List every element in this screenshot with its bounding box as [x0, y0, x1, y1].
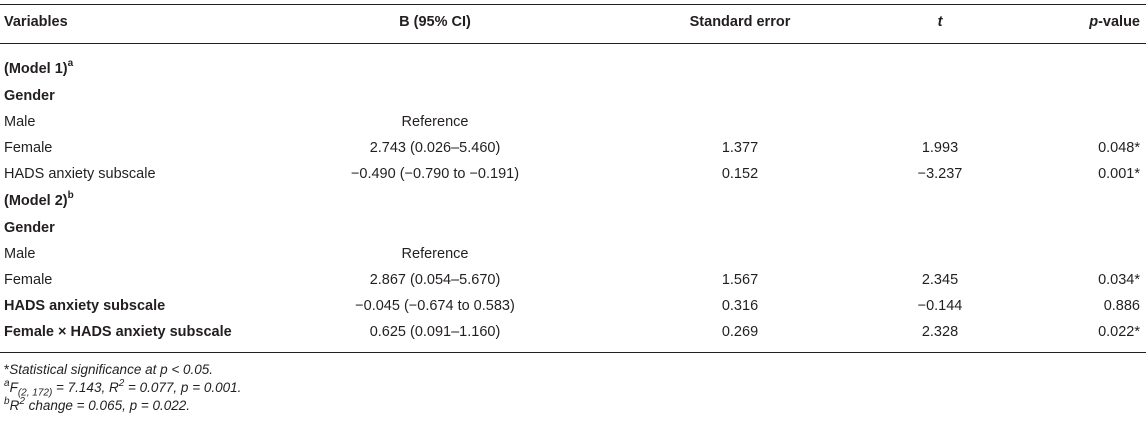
table-row: HADS anxiety subscale −0.490 (−0.790 to … [0, 161, 1146, 187]
row-p: 0.048* [1098, 140, 1140, 156]
model1-label-text: (Model 1) [4, 61, 68, 77]
header-row: Variables B (95% CI) Standard error t p-… [0, 9, 1146, 35]
model1-label-row: (Model 1)a [0, 56, 1146, 82]
row-variable: HADS anxiety subscale [4, 166, 156, 182]
row-t: 2.328 [921, 324, 959, 340]
row-b: −0.045 (−0.674 to 0.583) [355, 298, 515, 314]
table-row: HADS anxiety subscale −0.045 (−0.674 to … [0, 293, 1146, 319]
footnote-significance: *Statistical significance at p < 0.05. [4, 361, 213, 379]
header-standard-error: Standard error [689, 14, 791, 30]
row-se: 0.316 [721, 298, 759, 314]
row-variable: Male [4, 114, 36, 130]
footnote-star-text: Statistical significance at p < 0.05. [9, 362, 214, 377]
model2-gender-label: Gender [4, 220, 55, 236]
footnote-a-sub: (2, 172) [17, 387, 53, 399]
model2-label: (Model 2)b [4, 188, 74, 214]
row-p: 0.886 [1103, 298, 1140, 314]
footnote-model2: bR2 change = 0.065, p = 0.022. [4, 395, 191, 415]
row-b: Reference [401, 114, 469, 130]
header-b-ci: B (95% CI) [399, 14, 471, 30]
header-variables: Variables [4, 14, 68, 30]
header-t: t [937, 14, 943, 30]
model2-label-sup: b [67, 190, 74, 202]
row-b: 2.743 (0.026–5.460) [369, 140, 501, 156]
table-row: Male Reference [0, 109, 1146, 135]
footnote-b-post: change = 0.065, p = 0.022. [24, 398, 191, 413]
model2-gender-row: Gender [0, 215, 1146, 241]
table-row: Female 2.743 (0.026–5.460) 1.377 1.993 0… [0, 135, 1146, 161]
footnote-a-mark: a [4, 377, 10, 389]
row-b: −0.490 (−0.790 to −0.191) [350, 166, 520, 182]
bottom-rule [0, 352, 1146, 353]
row-t: −0.144 [917, 298, 963, 314]
row-t: 2.345 [921, 272, 959, 288]
row-t: −3.237 [917, 166, 963, 182]
footnote-star-mark: * [4, 362, 10, 377]
row-p: 0.034* [1098, 272, 1140, 288]
footnote-a-mid: = 7.143, R [52, 380, 119, 395]
model1-gender-row: Gender [0, 83, 1146, 109]
row-variable: Female [4, 272, 53, 288]
table-row: Male Reference [0, 241, 1146, 267]
table-row: Female × HADS anxiety subscale 0.625 (0.… [0, 319, 1146, 345]
row-se: 0.152 [721, 166, 759, 182]
footnote-b-pre: R [9, 398, 20, 413]
model1-label: (Model 1)a [4, 56, 73, 82]
header-p-suffix: -value [1098, 14, 1140, 30]
row-variable: HADS anxiety subscale [4, 298, 166, 314]
model1-gender-label: Gender [4, 88, 55, 104]
top-rule [0, 4, 1146, 5]
header-p-letter: p [1089, 14, 1099, 30]
footnote-a-pre: F [9, 380, 18, 395]
footnote-model1: aF(2, 172) = 7.143, R2 = 0.077, p = 0.00… [4, 377, 242, 399]
row-se: 1.377 [721, 140, 759, 156]
model2-label-row: (Model 2)b [0, 188, 1146, 214]
row-b: Reference [401, 246, 469, 262]
row-p: 0.022* [1098, 324, 1140, 340]
row-b: 2.867 (0.054–5.670) [369, 272, 501, 288]
row-b: 0.625 (0.091–1.160) [369, 324, 501, 340]
row-t: 1.993 [921, 140, 959, 156]
row-variable: Female × HADS anxiety subscale [4, 324, 232, 340]
footnote-a-sup: 2 [118, 377, 125, 389]
row-variable: Female [4, 140, 53, 156]
footnote-a-post: = 0.077, p = 0.001. [124, 380, 242, 395]
table-row: Female 2.867 (0.054–5.670) 1.567 2.345 0… [0, 267, 1146, 293]
footnote-b-mark: b [4, 395, 10, 407]
row-p: 0.001* [1098, 166, 1140, 182]
row-se: 0.269 [721, 324, 759, 340]
row-se: 1.567 [721, 272, 759, 288]
header-p-value: p-value [1089, 9, 1140, 35]
model2-label-text: (Model 2) [4, 193, 68, 209]
header-rule [0, 43, 1146, 44]
footnote-b-sup: 2 [19, 395, 25, 407]
row-variable: Male [4, 246, 36, 262]
model1-label-sup: a [67, 58, 74, 70]
